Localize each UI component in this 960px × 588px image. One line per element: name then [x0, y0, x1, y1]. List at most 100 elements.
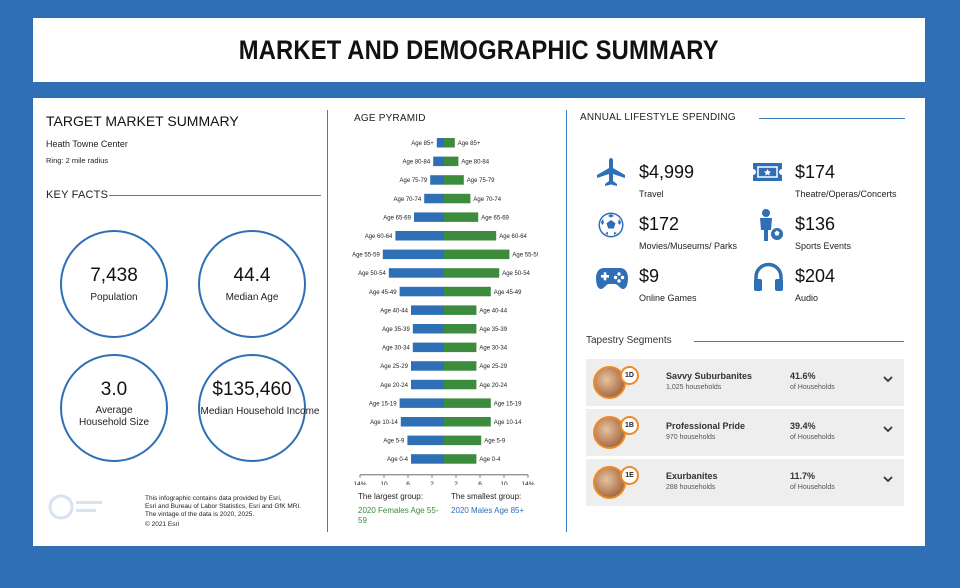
segment-code-badge: 1D: [620, 366, 639, 385]
age-label-right: Age 55-59: [512, 253, 538, 259]
spend-value-audio: $204: [795, 266, 836, 286]
divider-right: [566, 110, 567, 532]
age-label-left: Age 70-74: [393, 197, 421, 203]
age-label-left: Age 50-54: [358, 271, 386, 277]
segment-row-1d[interactable]: 1D Savvy Suburbanites 1,025 households 4…: [586, 359, 904, 406]
smallest-group-value: 2020 Males Age 85+: [451, 506, 525, 515]
segment-percent: 39.4%: [790, 421, 816, 431]
esri-logo-icon: [48, 494, 102, 520]
spend-value-travel: $4,999: [639, 162, 695, 182]
bar-female: [444, 342, 477, 353]
ticket-icon: [753, 163, 782, 181]
spend-label-sports: Sports Events: [795, 241, 852, 251]
fact-label: Average Household Size: [78, 405, 150, 428]
chevron-down-icon[interactable]: [882, 373, 894, 385]
spend-label-movies: Movies/Museums/ Parks: [639, 241, 738, 251]
age-label-right: Age 10-14: [494, 420, 522, 426]
bar-male: [395, 231, 444, 241]
age-label-right: Age 45-49: [494, 290, 522, 296]
x-tick-label: 10: [380, 481, 388, 485]
bar-male: [382, 249, 444, 260]
fact-median-age: 44.4 Median Age: [198, 230, 306, 338]
age-label-right: Age 5-9: [484, 439, 506, 445]
bar-male: [400, 417, 444, 427]
key-facts-rule: [109, 195, 321, 196]
age-label-left: Age 85+: [411, 141, 434, 147]
x-tick-label: 2: [430, 481, 434, 485]
largest-group-label: The largest group:: [358, 492, 423, 501]
fact-label: Median Household Income: [200, 406, 320, 417]
bar-female: [444, 156, 459, 167]
fact-population: 7,438 Population: [60, 230, 168, 338]
age-label-right: Age 60-64: [499, 234, 527, 240]
age-label-right: Age 70-74: [473, 197, 501, 203]
smallest-group-label: The smallest group:: [451, 492, 522, 501]
age-label-left: Age 45-49: [369, 290, 397, 296]
tapestry-rule: [694, 341, 904, 342]
bar-female: [444, 268, 500, 278]
fact-label: Population: [90, 292, 138, 303]
segment-row-1b[interactable]: 1B Professional Pride 970 households 39.…: [586, 409, 904, 456]
segment-percent-label: of Households: [790, 384, 835, 391]
spend-label-theatre: Theatre/Operas/Concerts: [795, 189, 897, 199]
age-label-right: Age 75-79: [467, 178, 495, 184]
bar-male: [411, 379, 444, 390]
bar-female: [444, 435, 482, 446]
age-label-right: Age 30-34: [479, 346, 507, 352]
fact-value: $135,460: [212, 379, 292, 400]
age-label-left: Age 25-29: [380, 364, 408, 370]
bar-male: [399, 286, 444, 297]
age-label-left: Age 10-14: [370, 420, 398, 426]
age-label-right: Age 85+: [458, 141, 481, 147]
bar-male: [412, 342, 444, 353]
segment-households: 288 households: [666, 484, 716, 491]
spend-value-theatre: $174: [795, 162, 836, 182]
bar-female: [444, 305, 477, 315]
x-tick-label: 6: [478, 481, 482, 485]
age-label-left: Age 40-44: [380, 308, 408, 314]
bar-female: [444, 249, 510, 260]
bar-male: [430, 175, 444, 185]
age-label-left: Age 30-34: [382, 346, 410, 352]
age-label-left: Age 35-39: [382, 327, 410, 333]
headphones-icon: [754, 262, 783, 291]
page-title: MARKET AND DEMOGRAPHIC SUMMARY: [238, 34, 720, 65]
fact-household-size: 3.0 Average Household Size: [60, 354, 168, 462]
bar-female: [444, 286, 491, 297]
spending-heading: ANNUAL LIFESTYLE SPENDING: [580, 112, 736, 123]
bar-male: [433, 156, 444, 167]
bar-female: [444, 417, 491, 427]
location-name: Heath Towne Center: [46, 139, 128, 149]
age-label-left: Age 65-69: [383, 215, 411, 221]
age-label-right: Age 80-84: [461, 160, 489, 166]
age-label-left: Age 60-64: [365, 234, 393, 240]
tapestry-heading: Tapestry Segments: [586, 335, 672, 346]
bar-female: [444, 231, 497, 241]
bar-male: [411, 305, 444, 315]
chevron-down-icon[interactable]: [882, 423, 894, 435]
age-label-right: Age 35-39: [479, 327, 507, 333]
bar-male: [412, 324, 444, 334]
chevron-down-icon[interactable]: [882, 473, 894, 485]
spend-label-games: Online Games: [639, 293, 697, 303]
age-label-right: Age 0-4: [479, 457, 501, 463]
pyramid-title: AGE PYRAMID: [354, 113, 426, 124]
segment-row-1e[interactable]: 1E Exurbanites 288 households 11.7% of H…: [586, 459, 904, 506]
x-tick-label: 6: [406, 481, 410, 485]
bar-female: [444, 361, 477, 371]
airplane-icon: [597, 158, 625, 186]
bar-female: [444, 193, 471, 204]
segment-percent-label: of Households: [790, 484, 835, 491]
age-label-right: Age 15-19: [494, 401, 522, 407]
segment-households: 970 households: [666, 434, 716, 441]
segment-code-badge: 1E: [620, 466, 639, 485]
segment-code-badge: 1B: [620, 416, 639, 435]
bar-female: [444, 454, 477, 464]
bar-female: [444, 379, 477, 390]
key-facts-heading: KEY FACTS: [46, 189, 109, 201]
spending-rule: [759, 118, 905, 119]
segment-name: Exurbanites: [666, 471, 718, 481]
fact-value: 3.0: [100, 379, 128, 400]
spend-value-games: $9: [639, 266, 660, 286]
infographic-panel: TARGET MARKET SUMMARY Heath Towne Center…: [33, 98, 925, 546]
